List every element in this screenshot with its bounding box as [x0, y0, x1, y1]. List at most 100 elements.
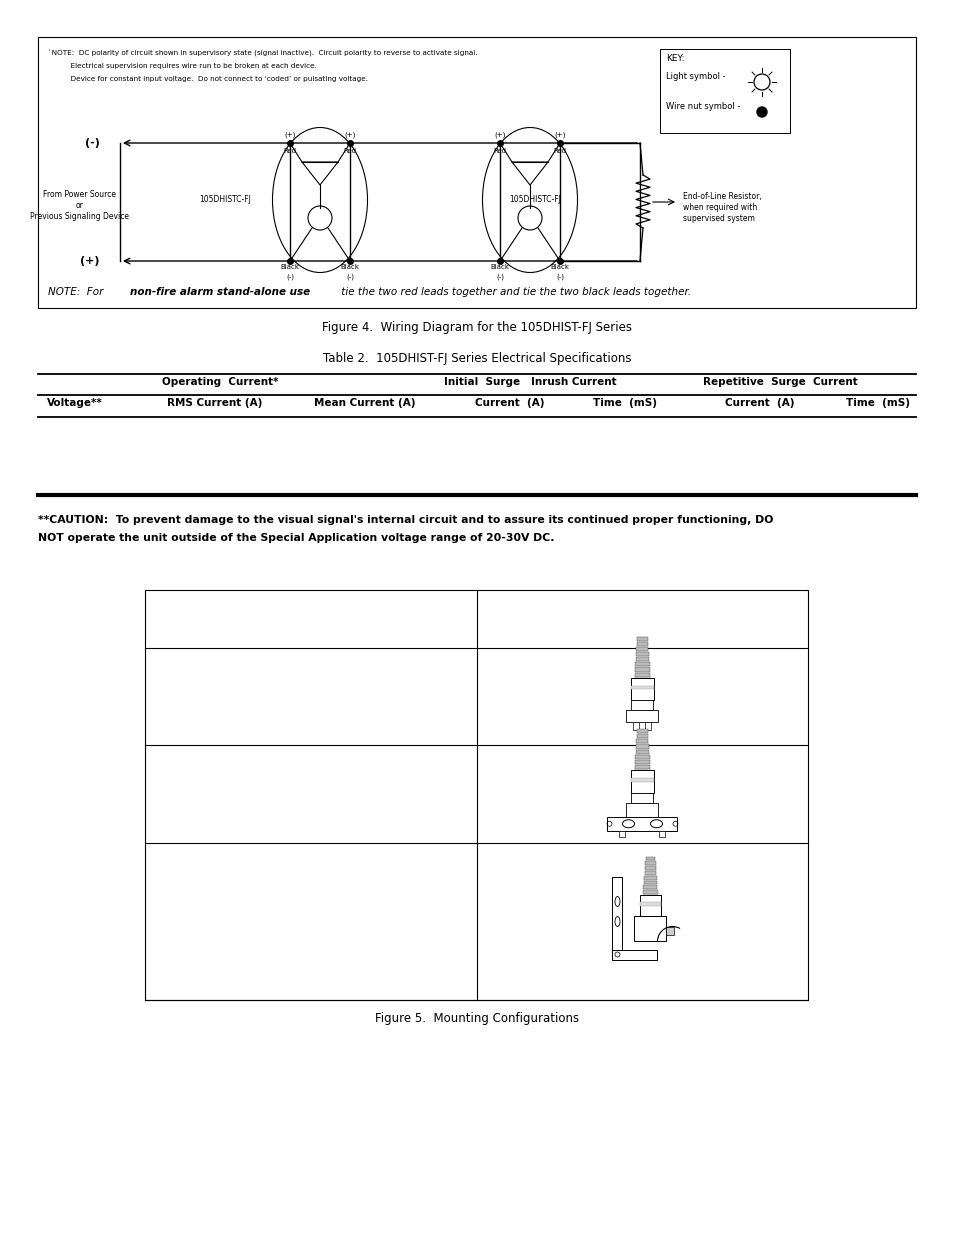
Text: End-of-Line Resistor,: End-of-Line Resistor,: [682, 191, 760, 201]
Bar: [631, 793, 653, 803]
Text: (-): (-): [85, 138, 100, 148]
Bar: [639, 903, 660, 905]
Text: Figure 4.  Wiring Diagram for the 105DHIST-FJ Series: Figure 4. Wiring Diagram for the 105DHIS…: [322, 321, 631, 333]
Bar: [631, 678, 653, 700]
Text: (+): (+): [554, 131, 565, 138]
Bar: [666, 926, 674, 935]
Text: Black: Black: [550, 264, 569, 270]
Text: KEY:: KEY:: [665, 54, 684, 63]
Text: NOT operate the unit outside of the Special Application voltage range of 20-30V : NOT operate the unit outside of the Spec…: [38, 534, 554, 543]
Text: Black: Black: [280, 264, 299, 270]
Bar: [635, 750, 649, 753]
Text: Black: Black: [490, 264, 509, 270]
Text: Mean Current (A): Mean Current (A): [314, 398, 416, 408]
Text: supervised system: supervised system: [682, 214, 754, 224]
Bar: [631, 700, 653, 710]
Bar: [635, 755, 649, 758]
Bar: [633, 722, 639, 730]
Text: (+): (+): [494, 131, 505, 138]
Text: RMS Current (A): RMS Current (A): [167, 398, 262, 408]
Bar: [637, 642, 647, 646]
Bar: [645, 857, 655, 861]
Bar: [643, 881, 657, 884]
Text: Previous Signaling Device: Previous Signaling Device: [30, 212, 130, 221]
Bar: [637, 729, 647, 734]
Bar: [636, 745, 648, 748]
Text: (-): (-): [346, 274, 354, 280]
Text: Current  (A): Current (A): [475, 398, 544, 408]
Text: Electrical supervision requires wire run to be broken at each device.: Electrical supervision requires wire run…: [48, 63, 316, 69]
Text: (-): (-): [496, 274, 503, 280]
Bar: [634, 678, 650, 682]
Bar: [607, 816, 677, 831]
Text: Black: Black: [340, 264, 359, 270]
Text: Red: Red: [553, 148, 566, 154]
Bar: [635, 667, 649, 672]
Text: Table 2.  105DHIST-FJ Series Electrical Specifications: Table 2. 105DHIST-FJ Series Electrical S…: [322, 352, 631, 366]
Bar: [612, 950, 657, 960]
Bar: [634, 766, 650, 769]
Text: Operating  Current*: Operating Current*: [162, 377, 278, 387]
Text: Red: Red: [493, 148, 506, 154]
Text: From Power Source: From Power Source: [44, 190, 116, 199]
Bar: [634, 916, 666, 941]
Bar: [634, 771, 650, 774]
Text: or: or: [76, 201, 84, 210]
Bar: [637, 636, 647, 641]
Bar: [643, 876, 656, 879]
Bar: [626, 803, 658, 816]
Bar: [644, 866, 656, 869]
Bar: [636, 652, 648, 656]
Text: 105DHISTC-FJ: 105DHISTC-FJ: [199, 195, 251, 205]
Bar: [612, 877, 622, 951]
Text: Red: Red: [283, 148, 296, 154]
Bar: [635, 760, 649, 764]
Text: (+): (+): [80, 256, 100, 266]
Bar: [635, 657, 649, 661]
Bar: [38, 37, 915, 308]
Text: NOTE:  For: NOTE: For: [48, 287, 107, 296]
Bar: [645, 722, 651, 730]
Text: Figure 5.  Mounting Configurations: Figure 5. Mounting Configurations: [375, 1011, 578, 1025]
Text: Current  (A): Current (A): [724, 398, 794, 408]
Bar: [639, 895, 660, 916]
Bar: [636, 647, 648, 651]
Text: Light symbol -: Light symbol -: [665, 72, 725, 82]
Bar: [659, 831, 665, 837]
Bar: [626, 710, 658, 722]
Text: Voltage**: Voltage**: [47, 398, 103, 408]
Bar: [631, 771, 653, 793]
Bar: [644, 871, 656, 874]
Text: (-): (-): [556, 274, 563, 280]
Text: Device for constant input voltage.  Do not connect to ‘coded’ or pulsating volta: Device for constant input voltage. Do no…: [48, 77, 368, 82]
Text: when required with: when required with: [682, 203, 757, 212]
Bar: [644, 861, 655, 866]
Text: tie the two red leads together and tie the two black leads together.: tie the two red leads together and tie t…: [337, 287, 690, 296]
Bar: [634, 673, 650, 677]
Text: Initial  Surge   Inrush Current: Initial Surge Inrush Current: [443, 377, 616, 387]
Bar: [642, 890, 658, 894]
Text: 105DHISTC-FJ: 105DHISTC-FJ: [509, 195, 560, 205]
Text: `NOTE:  DC polarity of circuit shown in supervisory state (signal inactive).  Ci: `NOTE: DC polarity of circuit shown in s…: [48, 49, 477, 57]
Text: Time  (mS): Time (mS): [845, 398, 909, 408]
Text: Red: Red: [343, 148, 356, 154]
Bar: [643, 885, 657, 889]
Bar: [631, 778, 653, 782]
Text: Repetitive  Surge  Current: Repetitive Surge Current: [702, 377, 857, 387]
Bar: [631, 685, 653, 689]
Text: (+): (+): [284, 131, 295, 138]
Circle shape: [757, 107, 766, 117]
Bar: [145, 590, 807, 1000]
Text: Time  (mS): Time (mS): [593, 398, 657, 408]
Bar: [637, 734, 647, 739]
Text: **CAUTION:  To prevent damage to the visual signal's internal circuit and to ass: **CAUTION: To prevent damage to the visu…: [38, 515, 773, 525]
Bar: [659, 49, 789, 133]
Text: Wire nut symbol -: Wire nut symbol -: [665, 103, 740, 111]
Bar: [635, 662, 649, 667]
Bar: [642, 895, 658, 899]
Text: (+): (+): [344, 131, 355, 138]
Text: (-): (-): [286, 274, 294, 280]
Bar: [618, 831, 625, 837]
Text: non-fire alarm stand-alone use: non-fire alarm stand-alone use: [130, 287, 310, 296]
Bar: [636, 740, 648, 743]
